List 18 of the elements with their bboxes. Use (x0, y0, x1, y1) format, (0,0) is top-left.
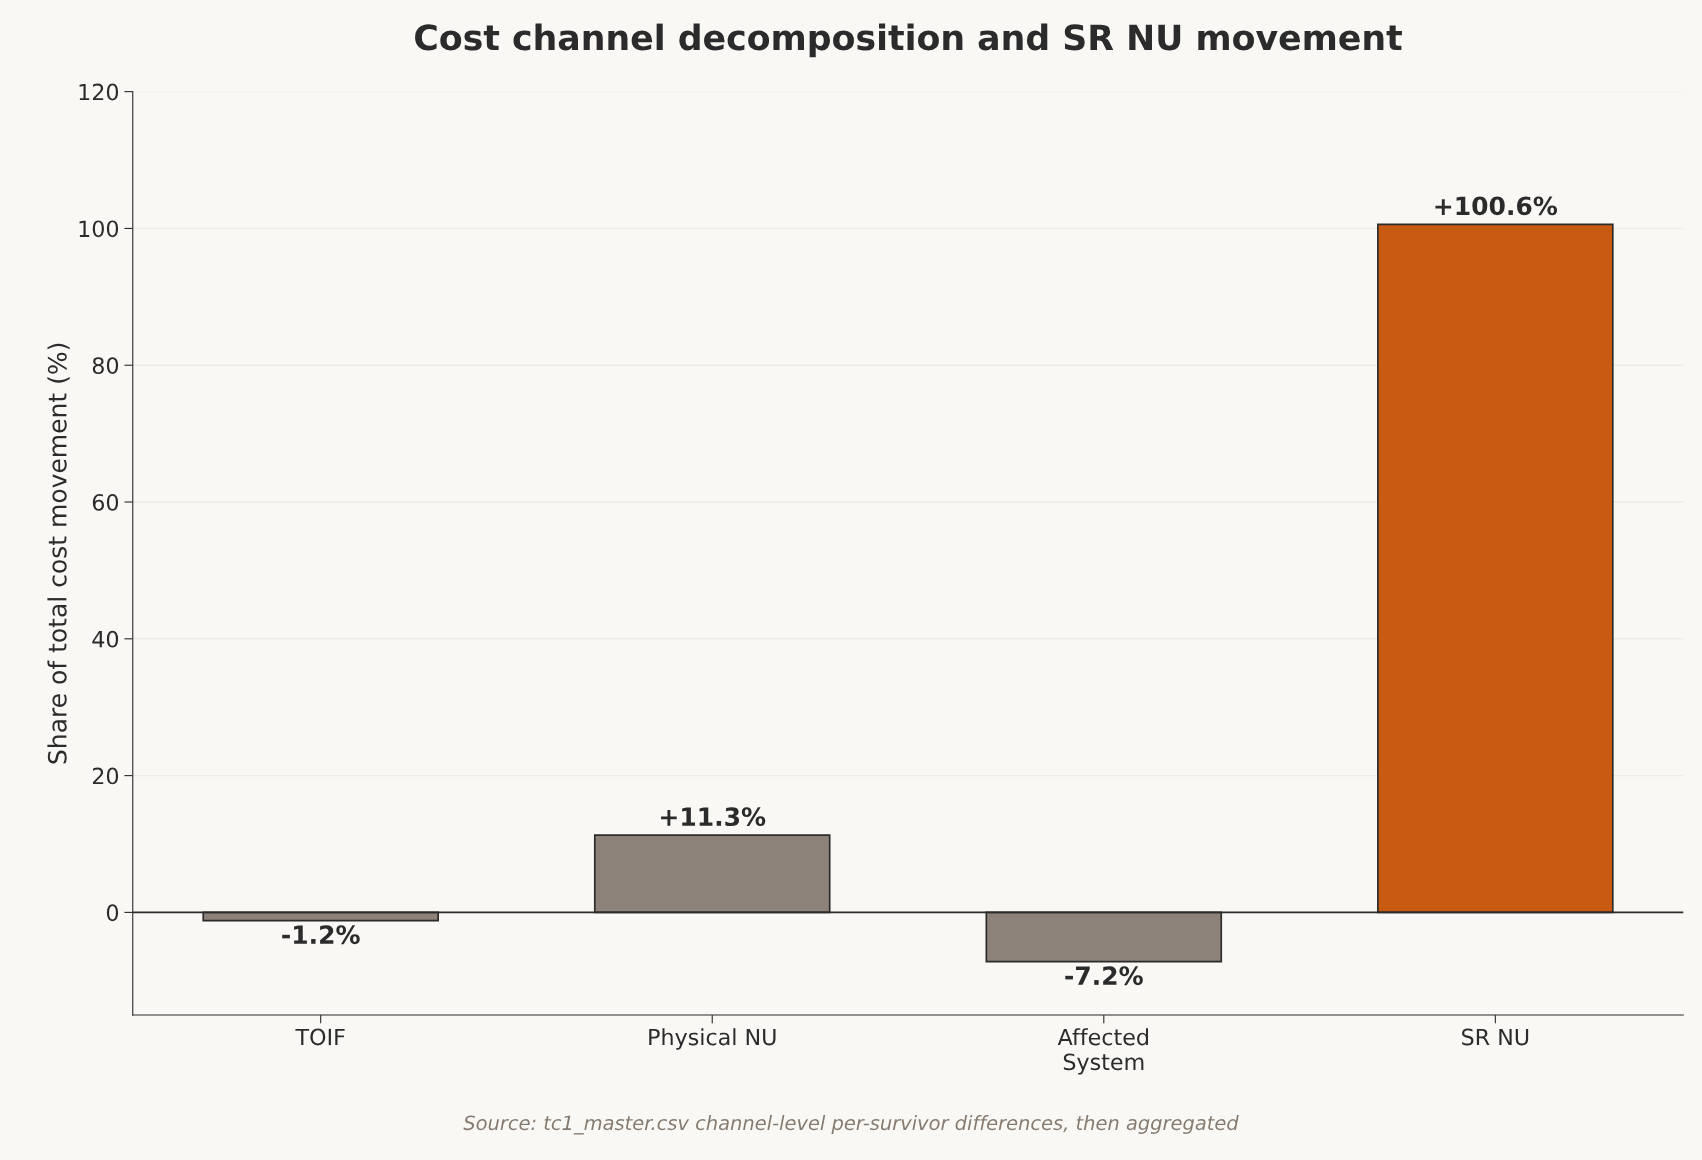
data-label: -1.2% (282, 925, 360, 945)
y-tick-label: 60 (92, 493, 119, 511)
y-axis-title: Share of total cost movement (%) (47, 343, 70, 764)
y-tick-label: 80 (92, 357, 119, 374)
data-label: -7.2% (1065, 966, 1143, 986)
x-tick-label: TOIF (295, 1028, 345, 1046)
x-tick-label: Physical NU (649, 1028, 776, 1050)
y-tick-label: 20 (92, 767, 119, 785)
y-tick-label: 40 (92, 630, 119, 648)
data-label: +11.3% (661, 807, 766, 827)
chart-title: Cost channel decomposition and SR NU movement (415, 23, 1402, 58)
x-tick-label: SR NU (1462, 1028, 1529, 1046)
source-note: Source: tc1_master.csv channel-level per-survivor differences, then aggregated (463, 1115, 1239, 1135)
y-tick-label: 120 (79, 83, 119, 101)
data-label: +100.6% (1435, 196, 1558, 216)
x-tick-label: Affected System (1057, 1028, 1148, 1075)
y-tick-label: 0 (106, 904, 119, 922)
y-tick-label: 100 (79, 220, 119, 238)
